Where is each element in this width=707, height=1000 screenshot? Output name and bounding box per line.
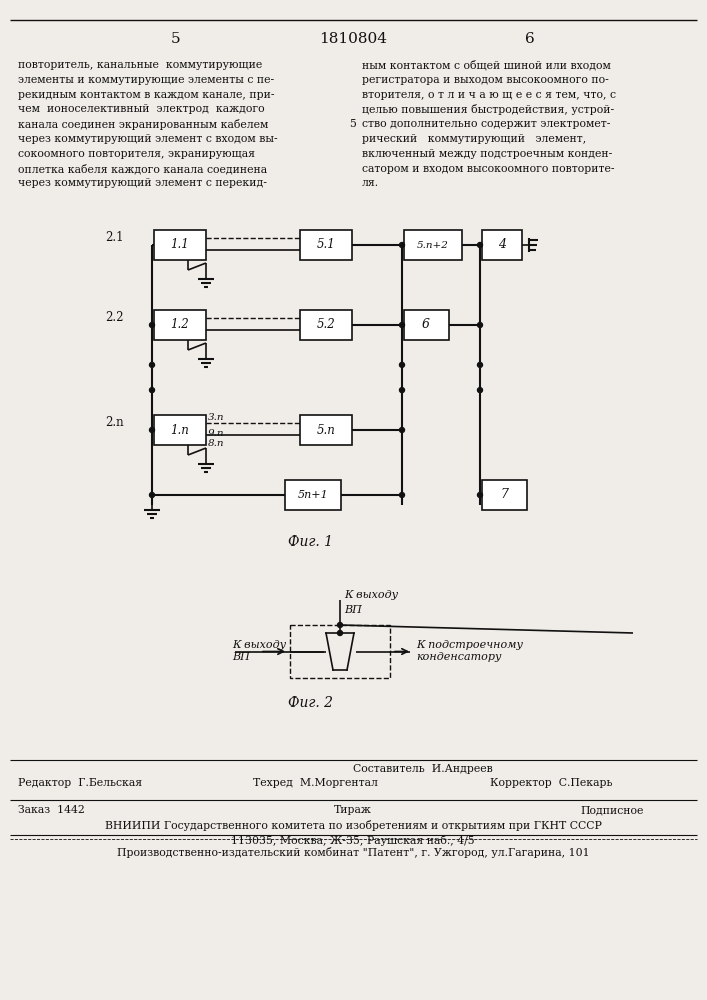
Text: 5n+1: 5n+1 (298, 490, 328, 500)
Text: 5: 5 (171, 32, 181, 46)
Text: целью повышения быстродействия, устрой-: целью повышения быстродействия, устрой- (362, 104, 614, 115)
Circle shape (149, 388, 155, 393)
Text: 1810804: 1810804 (319, 32, 387, 46)
Text: 2.1: 2.1 (105, 231, 124, 244)
Circle shape (399, 242, 404, 247)
Circle shape (477, 362, 482, 367)
Text: включенный между подстроечным конден-: включенный между подстроечным конден- (362, 149, 612, 159)
Text: 1.1: 1.1 (170, 238, 189, 251)
Bar (154, 230, 206, 260)
Circle shape (399, 492, 404, 497)
Text: 5.n: 5.n (317, 424, 335, 436)
Circle shape (399, 322, 404, 328)
Text: 8.n: 8.n (208, 440, 225, 448)
Text: Тираж: Тираж (334, 805, 372, 815)
Text: повторитель, канальные  коммутирующие: повторитель, канальные коммутирующие (18, 60, 262, 70)
Text: 3.n: 3.n (208, 414, 225, 422)
Bar (300, 310, 352, 340)
Text: Составитель  И.Андреев: Составитель И.Андреев (353, 764, 493, 774)
Text: через коммутирующий элемент с перекид-: через коммутирующий элемент с перекид- (18, 178, 267, 188)
Text: 6: 6 (422, 318, 430, 332)
Text: сокоомного повторителя, экранирующая: сокоомного повторителя, экранирующая (18, 149, 255, 159)
Circle shape (399, 362, 404, 367)
Text: рический   коммутирующий   элемент,: рический коммутирующий элемент, (362, 134, 586, 144)
Circle shape (477, 242, 482, 247)
Text: 5.1: 5.1 (317, 238, 335, 251)
Circle shape (149, 428, 155, 432)
Text: 7: 7 (500, 488, 508, 502)
Circle shape (477, 388, 482, 393)
Text: 5.2: 5.2 (317, 318, 335, 332)
Text: оплетка кабеля каждого канала соединена: оплетка кабеля каждого канала соединена (18, 164, 267, 174)
Text: ля.: ля. (362, 178, 379, 188)
Text: ным контактом с общей шиной или входом: ным контактом с общей шиной или входом (362, 60, 611, 71)
Text: ВП: ВП (344, 605, 362, 615)
Text: 6: 6 (525, 32, 535, 46)
Circle shape (477, 322, 482, 328)
Text: сатором и входом высокоомного повторите-: сатором и входом высокоомного повторите- (362, 164, 614, 174)
Text: ВП: ВП (232, 652, 250, 662)
Bar (290, 625, 390, 678)
Circle shape (149, 492, 155, 497)
Bar (285, 480, 341, 510)
Bar (404, 230, 462, 260)
Text: Фиг. 2: Фиг. 2 (288, 696, 332, 710)
Text: рекидным контактом в каждом канале, при-: рекидным контактом в каждом канале, при- (18, 90, 274, 100)
Text: Техред  М.Моргентал: Техред М.Моргентал (253, 778, 378, 788)
Text: 1.n: 1.n (170, 424, 189, 436)
Text: 113035, Москва, Ж-35, Раушская наб., 4/5: 113035, Москва, Ж-35, Раушская наб., 4/5 (231, 835, 475, 846)
Bar (404, 310, 449, 340)
Text: ство дополнительно содержит электромет-: ство дополнительно содержит электромет- (362, 119, 610, 129)
Circle shape (337, 622, 342, 628)
Circle shape (149, 322, 155, 328)
Text: регистратора и выходом высокоомного по-: регистратора и выходом высокоомного по- (362, 75, 609, 85)
Text: 9.n: 9.n (208, 428, 225, 438)
Circle shape (399, 388, 404, 393)
Text: 5: 5 (349, 119, 356, 129)
Circle shape (337, 631, 342, 636)
Text: канала соединен экранированным кабелем: канала соединен экранированным кабелем (18, 119, 269, 130)
Text: 4: 4 (498, 238, 506, 251)
Text: ВНИИПИ Государственного комитета по изобретениям и открытиям при ГКНТ СССР: ВНИИПИ Государственного комитета по изоб… (105, 820, 602, 831)
Text: чем  ионоселективный  электрод  каждого: чем ионоселективный электрод каждого (18, 104, 264, 114)
Text: 2.2: 2.2 (105, 311, 124, 324)
Bar (154, 310, 206, 340)
Text: 1.2: 1.2 (170, 318, 189, 332)
Circle shape (399, 428, 404, 432)
Bar (300, 415, 352, 445)
Bar (300, 230, 352, 260)
Text: 2.n: 2.n (105, 416, 124, 429)
Text: Подписное: Подписное (580, 805, 643, 815)
Text: Редактор  Г.Бельская: Редактор Г.Бельская (18, 778, 142, 788)
Text: элементы и коммутирующие элементы с пе-: элементы и коммутирующие элементы с пе- (18, 75, 274, 85)
Text: Корректор  С.Пекарь: Корректор С.Пекарь (490, 778, 612, 788)
Text: вторителя, о т л и ч а ю щ е е с я тем, что, с: вторителя, о т л и ч а ю щ е е с я тем, … (362, 90, 616, 100)
Text: через коммутирующий элемент с входом вы-: через коммутирующий элемент с входом вы- (18, 134, 278, 144)
Text: конденсатору: конденсатору (416, 652, 501, 662)
Text: К выходу: К выходу (344, 590, 398, 600)
Text: К выходу: К выходу (232, 640, 286, 650)
Text: К подстроечному: К подстроечному (416, 640, 523, 650)
Text: Фиг. 1: Фиг. 1 (288, 535, 332, 549)
Bar (482, 480, 527, 510)
Text: Производственно-издательский комбинат "Патент", г. Ужгород, ул.Гагарина, 101: Производственно-издательский комбинат "П… (117, 847, 590, 858)
Circle shape (477, 492, 482, 497)
Text: Заказ  1442: Заказ 1442 (18, 805, 85, 815)
Circle shape (149, 362, 155, 367)
Bar (482, 230, 522, 260)
Text: 5.n+2: 5.n+2 (417, 240, 449, 249)
Bar (154, 415, 206, 445)
